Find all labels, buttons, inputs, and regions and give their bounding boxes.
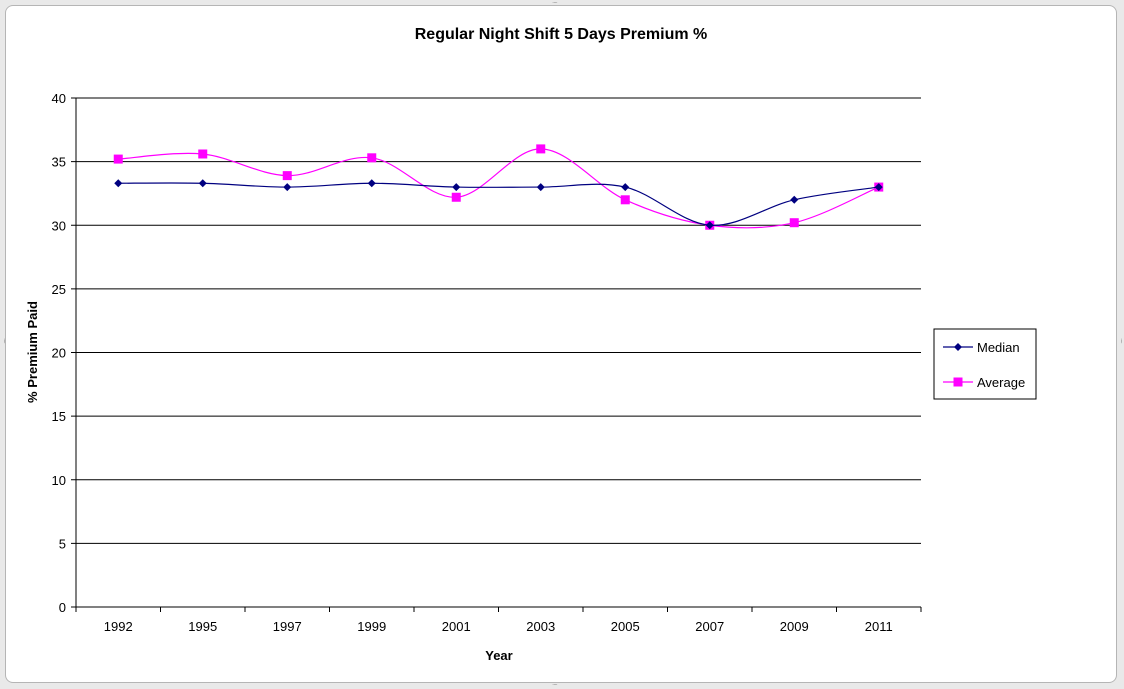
chart-title: Regular Night Shift 5 Days Premium % xyxy=(415,26,708,43)
point-median-1992 xyxy=(114,179,123,188)
y-tick-label-5: 5 xyxy=(59,536,66,551)
x-tick-label-2009: 2009 xyxy=(780,619,809,634)
point-median-1997 xyxy=(283,183,292,192)
point-average-2009 xyxy=(789,218,799,228)
legend-marker-median xyxy=(954,343,962,351)
x-tick-label-1992: 1992 xyxy=(104,619,133,634)
point-median-2007 xyxy=(705,221,714,230)
x-tick-label-1995: 1995 xyxy=(188,619,217,634)
y-tick-label-35: 35 xyxy=(52,155,66,170)
x-tick-label-2011: 2011 xyxy=(865,619,893,634)
y-tick-label-30: 30 xyxy=(52,218,66,233)
legend: Median Average xyxy=(933,328,1037,400)
resize-handle-top[interactable]: ···· xyxy=(552,0,558,7)
series-line-average xyxy=(118,148,879,229)
y-axis-label: % Premium Paid xyxy=(25,301,40,403)
y-tick-label-15: 15 xyxy=(52,409,66,424)
legend-label-median: Median xyxy=(977,340,1020,355)
line-chart: Regular Night Shift 5 Days Premium % 0 5 1… xyxy=(25,26,1037,663)
x-axis-label: Year xyxy=(485,648,512,663)
point-median-1999 xyxy=(367,179,376,188)
point-median-2001 xyxy=(452,183,461,192)
point-average-1999 xyxy=(367,153,377,163)
y-tick-label-20: 20 xyxy=(52,346,66,361)
point-median-2005 xyxy=(621,183,630,192)
point-median-2003 xyxy=(536,183,545,192)
x-tick-label-2001: 2001 xyxy=(442,619,471,634)
y-axis-tick-labels: 0 5 10 15 20 25 30 35 40 xyxy=(52,91,66,615)
resize-handle-bottom[interactable]: ···· xyxy=(552,681,558,689)
point-median-2009 xyxy=(790,195,799,204)
point-average-2003 xyxy=(536,144,546,154)
resize-handle-left[interactable]: ···· xyxy=(0,338,8,343)
x-tick-label-1999: 1999 xyxy=(357,619,386,634)
x-tick-label-2007: 2007 xyxy=(695,619,724,634)
legend-marker-average xyxy=(953,377,963,387)
gridlines xyxy=(71,97,922,612)
y-tick-label-40: 40 xyxy=(52,91,66,106)
x-axis-tick-labels: 1992 1995 1997 1999 2001 2003 2005 2007 2009 2011 xyxy=(104,619,893,634)
point-median-1995 xyxy=(198,179,207,188)
x-tick-label-1997: 1997 xyxy=(273,619,302,634)
legend-label-average: Average xyxy=(977,375,1025,390)
series-median xyxy=(114,179,883,230)
point-average-1992 xyxy=(113,154,123,164)
y-tick-label-25: 25 xyxy=(52,282,66,297)
series-line-median xyxy=(118,182,879,226)
legend-box xyxy=(933,328,1037,400)
point-median-2011 xyxy=(874,183,883,192)
series-layer xyxy=(113,144,884,230)
y-tick-label-0: 0 xyxy=(59,600,66,615)
chart-frame: Regular Night Shift 5 Days Premium % 0 5 1… xyxy=(5,5,1117,683)
point-average-1997 xyxy=(282,171,292,181)
y-tick-label-10: 10 xyxy=(52,473,66,488)
point-average-2005 xyxy=(620,195,630,205)
point-average-1995 xyxy=(198,149,208,159)
point-average-2001 xyxy=(451,192,461,202)
x-tick-label-2003: 2003 xyxy=(526,619,555,634)
resize-handle-right[interactable]: ···· xyxy=(1117,338,1124,343)
x-tick-label-2005: 2005 xyxy=(611,619,640,634)
